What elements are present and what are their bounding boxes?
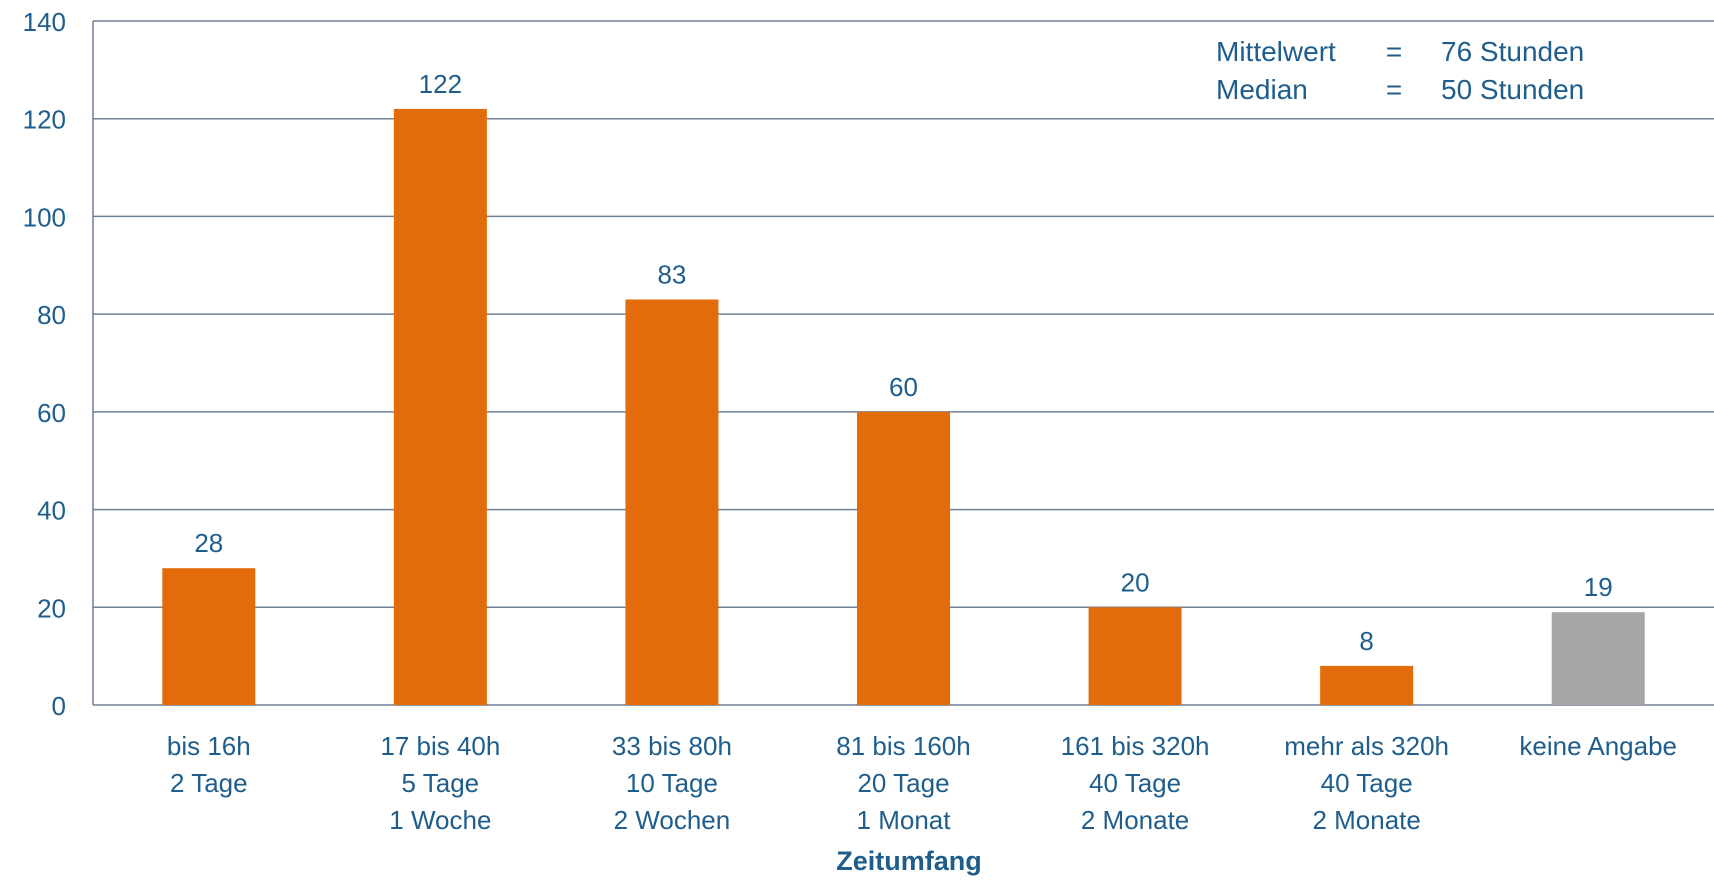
x-axis-ticks: bis 16h 2 Tage 17 bis 40h 5 Tage 1 Woche 33 b… (167, 731, 1677, 835)
x-tick-label-line: 33 bis 80h (612, 731, 732, 761)
annotation-label: Mittelwert (1216, 36, 1336, 67)
bar (1551, 612, 1645, 705)
bar (1320, 665, 1414, 705)
y-tick-label: 80 (37, 300, 66, 330)
data-label: 60 (889, 372, 918, 402)
data-labels: 28 122 83 60 20 8 19 (194, 69, 1612, 656)
y-tick-label: 40 (37, 496, 66, 526)
x-tick-label: 17 bis 40h 5 Tage 1 Woche (380, 731, 500, 835)
x-tick-label-line: 81 bis 160h (836, 731, 970, 761)
bar (857, 411, 950, 705)
x-tick-label: 81 bis 160h 20 Tage 1 Monat (836, 731, 970, 835)
annotation-sign: = (1386, 36, 1402, 67)
x-tick-label-line: bis 16h (167, 731, 251, 761)
x-tick-label-line: 161 bis 320h (1061, 731, 1210, 761)
x-tick-label-line: 2 Monate (1081, 805, 1189, 835)
data-label: 83 (657, 259, 686, 289)
bars (162, 108, 1645, 705)
x-tick-label-line: 2 Wochen (614, 805, 731, 835)
y-tick-label: 60 (37, 398, 66, 428)
annotation-label: Median (1216, 74, 1308, 105)
x-tick-label-line: 1 Woche (389, 805, 491, 835)
y-tick-label: 0 (52, 691, 66, 721)
x-tick-label-line: 40 Tage (1089, 768, 1181, 798)
x-tick-label-line: 10 Tage (626, 768, 718, 798)
bar (1088, 607, 1182, 705)
data-label: 28 (194, 528, 223, 558)
annotation-value: 76 Stunden (1441, 36, 1584, 67)
y-tick-label: 20 (37, 593, 66, 623)
x-tick-label: 161 bis 320h 40 Tage 2 Monate (1061, 731, 1210, 835)
bar (625, 299, 719, 705)
data-label: 122 (419, 69, 462, 99)
bar (162, 568, 256, 705)
x-tick-label-line: 2 Tage (170, 768, 248, 798)
annotation-value: 50 Stunden (1441, 74, 1584, 105)
x-tick-label-line: 17 bis 40h (380, 731, 500, 761)
y-tick-label: 120 (23, 105, 66, 135)
x-tick-label-line: 20 Tage (857, 768, 949, 798)
x-tick-label-line: 40 Tage (1321, 768, 1413, 798)
x-axis-title: Zeitumfang (836, 846, 982, 876)
data-label: 19 (1584, 572, 1613, 602)
x-tick-label: keine Angabe (1519, 731, 1677, 761)
bar (393, 108, 487, 705)
annotation-sign: = (1386, 74, 1402, 105)
data-label: 20 (1121, 567, 1150, 597)
x-tick-label-line: 1 Monat (857, 805, 952, 835)
x-tick-label: bis 16h 2 Tage (167, 731, 251, 798)
data-label: 8 (1359, 626, 1373, 656)
x-tick-label-line: mehr als 320h (1284, 731, 1449, 761)
x-tick-label: mehr als 320h 40 Tage 2 Monate (1284, 731, 1449, 835)
y-tick-label: 100 (23, 202, 66, 232)
stats-annotation: Mittelwert = 76 Stunden Median = 50 Stunden (1216, 36, 1584, 105)
y-tick-label: 140 (23, 7, 66, 37)
x-tick-label-line: keine Angabe (1519, 731, 1677, 761)
x-tick-label-line: 5 Tage (402, 768, 480, 798)
y-axis-ticks: 0 20 40 60 80 100 120 140 (23, 7, 66, 721)
x-tick-label: 33 bis 80h 10 Tage 2 Wochen (612, 731, 732, 835)
x-tick-label-line: 2 Monate (1312, 805, 1420, 835)
